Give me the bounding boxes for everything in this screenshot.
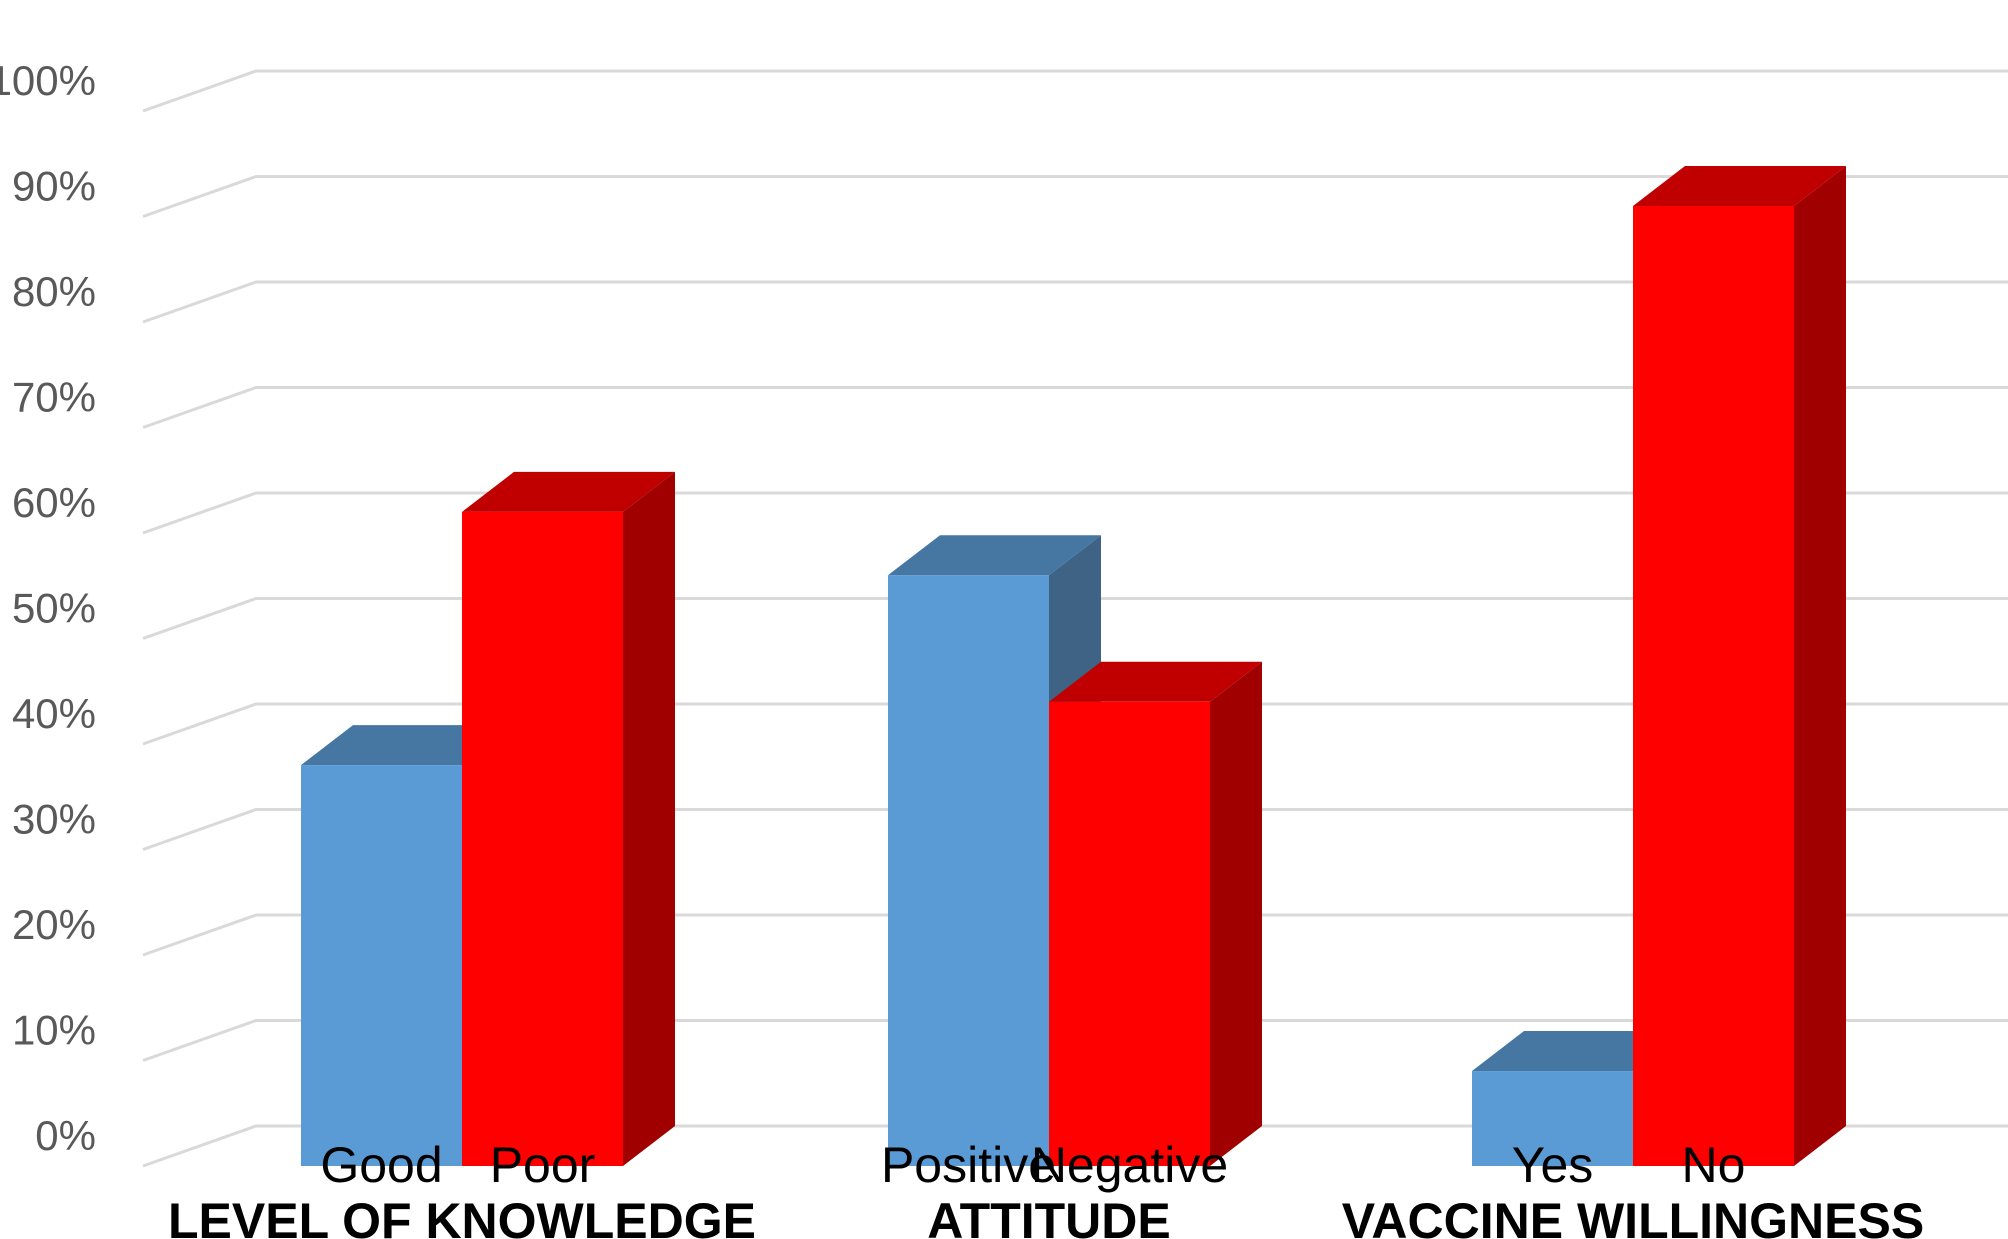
bar-top: [301, 725, 514, 766]
category-label: Negative: [1031, 1137, 1228, 1193]
bar-side: [1794, 165, 1846, 1166]
bars: [301, 165, 1846, 1166]
bar-front: [462, 511, 623, 1166]
group-label: ATTITUDE: [927, 1193, 1170, 1239]
gridline: [142, 1019, 2008, 1062]
bar-side: [623, 471, 675, 1166]
y-tick-label: 70%: [12, 374, 96, 421]
bar-front: [1049, 701, 1210, 1166]
bar-front: [888, 575, 1049, 1166]
bar-side: [1210, 661, 1262, 1166]
bar-poor: [462, 471, 675, 1166]
y-tick-label: 80%: [12, 268, 96, 315]
grid-layer: [142, 69, 2008, 1168]
gridline: [142, 386, 2008, 429]
y-tick-label: 40%: [12, 690, 96, 737]
bar-front: [1472, 1071, 1633, 1166]
bar-top: [888, 535, 1101, 576]
gridline: [142, 597, 2008, 640]
bar-no: [1633, 165, 1846, 1166]
bar-top: [1049, 661, 1262, 702]
y-tick-label: 20%: [12, 901, 96, 948]
y-axis-ticks: 0% 10% 20% 30% 40% 50% 60% 70% 80% 90% 100%: [0, 57, 96, 1159]
gridline: [142, 808, 2008, 851]
y-tick-label: 30%: [12, 796, 96, 843]
bar-front: [301, 765, 462, 1166]
category-label: No: [1682, 1137, 1746, 1193]
gridline: [142, 69, 2008, 113]
y-tick-label: 100%: [0, 57, 96, 104]
bar-top: [1472, 1031, 1685, 1072]
category-label: Positive: [881, 1137, 1056, 1193]
gridline: [142, 702, 2008, 746]
bar-top: [462, 471, 675, 512]
y-tick-label: 10%: [12, 1007, 96, 1054]
bar-negative: [1049, 661, 1262, 1166]
y-tick-label: 90%: [12, 163, 96, 210]
gridline: [142, 1124, 2008, 1168]
category-label: Poor: [490, 1137, 596, 1193]
gridline: [142, 491, 2008, 535]
category-label: Good: [320, 1137, 442, 1193]
category-label: Yes: [1512, 1137, 1594, 1193]
bar-front: [1633, 205, 1794, 1166]
group-label: VACCINE WILLINGNESS: [1342, 1193, 1924, 1239]
gridline: [142, 175, 2008, 218]
gridline: [142, 913, 2008, 957]
y-tick-label: 0%: [35, 1112, 96, 1159]
y-tick-label: 60%: [12, 479, 96, 526]
bar-top: [1633, 165, 1846, 206]
gridline: [142, 280, 2008, 324]
group-label: LEVEL OF KNOWLEDGE: [168, 1193, 756, 1239]
y-tick-label: 50%: [12, 585, 96, 632]
